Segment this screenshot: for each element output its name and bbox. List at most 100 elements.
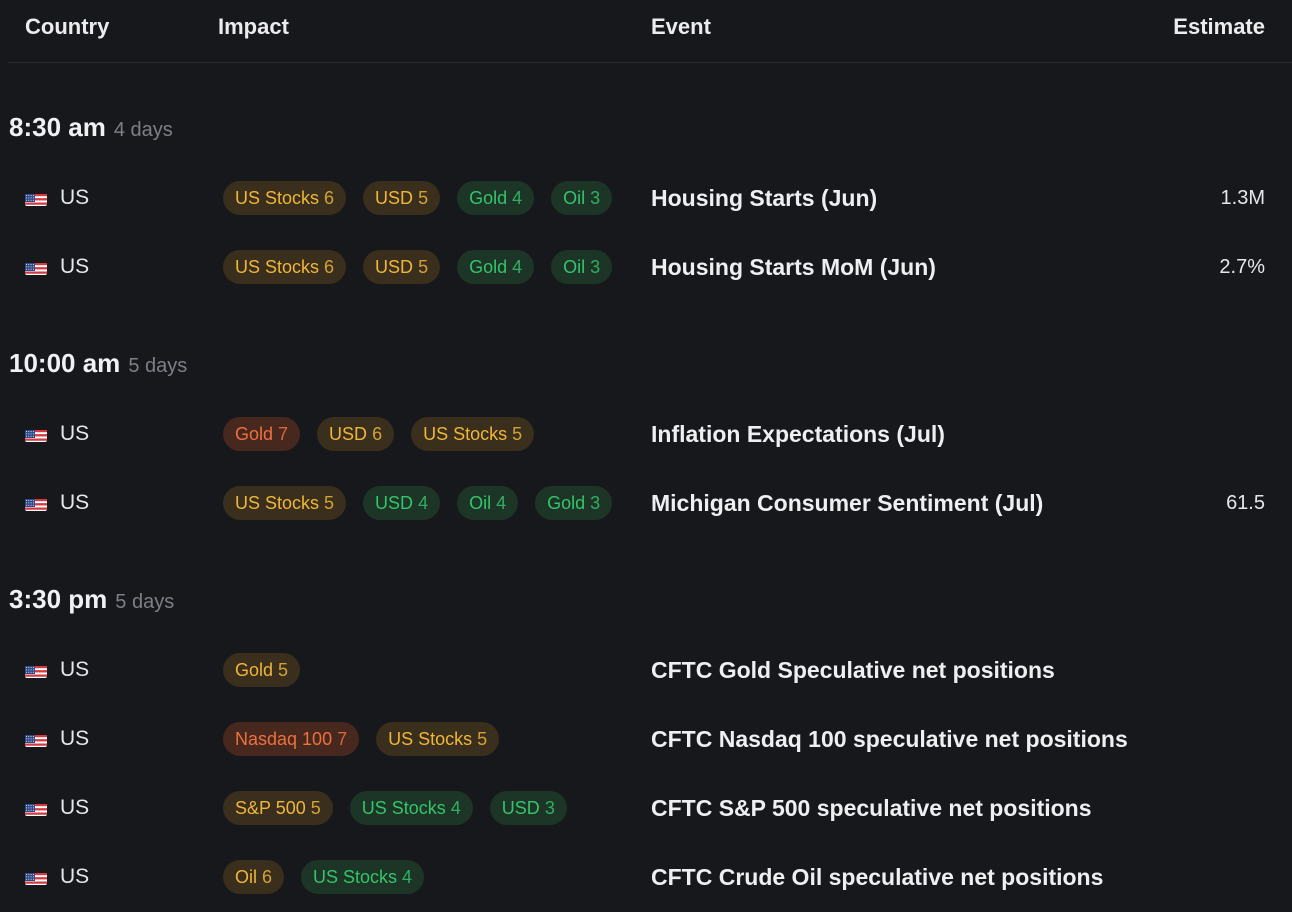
impact-asset: US Stocks	[361, 797, 446, 818]
impact-cell: US Stocks 6 USD 5 Gold 4 Oil 3	[223, 181, 613, 215]
impact-badge[interactable]: Gold 4	[457, 250, 535, 284]
event-row[interactable]: US US Stocks 6 USD 5 Gold 4 Oil 3 Housing Starts …	[0, 178, 1292, 218]
impact-badge[interactable]: Gold 5	[223, 653, 301, 687]
event-name[interactable]: Housing Starts (Jun)	[651, 185, 878, 211]
time-group-header: 10:00 am 5 days	[9, 348, 187, 379]
impact-badge[interactable]: US Stocks 6	[223, 181, 347, 215]
impact-level: 4	[512, 256, 523, 277]
us-flag-icon	[25, 191, 47, 206]
impact-badge[interactable]: Gold 4	[457, 181, 535, 215]
country-label: US	[60, 796, 90, 819]
impact-asset: Gold	[469, 256, 508, 277]
impact-level: 5	[477, 728, 488, 749]
impact-level: 4	[450, 797, 461, 818]
impact-badge[interactable]: Oil 4	[457, 486, 519, 520]
event-row[interactable]: US Gold 7 USD 6 US Stocks 5 Inflation Expectati…	[0, 414, 1292, 454]
impact-level: 3	[544, 797, 555, 818]
impact-badge[interactable]: Oil 3	[551, 250, 613, 284]
country-label: US	[60, 658, 90, 681]
impact-badge[interactable]: USD 5	[363, 181, 441, 215]
impact-asset: US Stocks	[235, 187, 320, 208]
event-name[interactable]: CFTC Gold Speculative net positions	[651, 657, 1055, 683]
event-name[interactable]: Housing Starts MoM (Jun)	[651, 254, 936, 280]
impact-level: 4	[496, 492, 507, 513]
event-row[interactable]: US Oil 6 US Stocks 4 CFTC Crude Oil speculati…	[0, 857, 1292, 897]
country-cell: US	[25, 186, 89, 210]
impact-badge[interactable]: US Stocks 4	[349, 791, 473, 825]
impact-asset: Nasdaq 100	[235, 728, 333, 749]
estimate-value: 61.5	[1226, 492, 1265, 514]
estimate-value: 1.3M	[1220, 187, 1265, 209]
impact-badge[interactable]: USD 4	[363, 486, 441, 520]
event-name[interactable]: CFTC S&P 500 speculative net positions	[651, 795, 1092, 821]
table-header: Country Impact Event Estimate	[8, 0, 1292, 63]
country-cell: US	[25, 658, 89, 682]
column-header-impact[interactable]: Impact	[218, 14, 289, 39]
group-time: 3:30 pm	[9, 584, 108, 614]
impact-asset: US Stocks	[313, 866, 398, 887]
impact-badge[interactable]: US Stocks 5	[223, 486, 347, 520]
impact-asset: US Stocks	[235, 492, 320, 513]
event-row[interactable]: US S&P 500 5 US Stocks 4 USD 3 CFTC S&P 500 spe…	[0, 788, 1292, 828]
event-row[interactable]: US Gold 5 CFTC Gold Speculative net positio…	[0, 650, 1292, 690]
impact-level: 4	[418, 492, 429, 513]
impact-cell: US Stocks 5 USD 4 Oil 4 Gold 3	[223, 486, 613, 520]
event-row[interactable]: US Nasdaq 100 7 US Stocks 5 CFTC Nasdaq 100 s…	[0, 719, 1292, 759]
country-cell: US	[25, 727, 89, 751]
impact-cell: US Stocks 6 USD 5 Gold 4 Oil 3	[223, 250, 613, 284]
impact-badge[interactable]: US Stocks 5	[376, 722, 500, 756]
column-header-estimate[interactable]: Estimate	[1173, 14, 1265, 39]
impact-badge[interactable]: US Stocks 6	[223, 250, 347, 284]
impact-cell: Oil 6 US Stocks 4	[223, 860, 425, 894]
country-cell: US	[25, 865, 89, 889]
group-time: 8:30 am	[9, 112, 106, 142]
impact-asset: US Stocks	[423, 423, 508, 444]
country-cell: US	[25, 422, 89, 446]
us-flag-icon	[25, 663, 47, 678]
country-label: US	[60, 255, 90, 278]
event-name[interactable]: Michigan Consumer Sentiment (Jul)	[651, 490, 1044, 516]
impact-level: 5	[418, 256, 429, 277]
impact-badge[interactable]: Gold 3	[535, 486, 613, 520]
impact-badge[interactable]: USD 5	[363, 250, 441, 284]
impact-level: 3	[590, 492, 601, 513]
impact-cell: Gold 7 USD 6 US Stocks 5	[223, 417, 535, 451]
impact-level: 5	[278, 659, 289, 680]
impact-badge[interactable]: S&P 500 5	[223, 791, 333, 825]
impact-badge[interactable]: USD 6	[317, 417, 395, 451]
impact-asset: USD	[329, 423, 368, 444]
group-relative-time: 5 days	[128, 355, 188, 377]
group-relative-time: 4 days	[113, 119, 173, 141]
impact-level: 5	[310, 797, 321, 818]
impact-asset: USD	[375, 492, 414, 513]
column-header-event[interactable]: Event	[651, 14, 711, 39]
impact-badge[interactable]: US Stocks 5	[411, 417, 535, 451]
column-header-country[interactable]: Country	[25, 14, 110, 39]
impact-asset: Gold	[469, 187, 508, 208]
impact-badge[interactable]: Nasdaq 100 7	[223, 722, 360, 756]
event-row[interactable]: US US Stocks 6 USD 5 Gold 4 Oil 3 Housing Starts …	[0, 247, 1292, 287]
impact-level: 7	[337, 728, 348, 749]
group-relative-time: 5 days	[115, 591, 175, 613]
impact-badge[interactable]: USD 3	[489, 791, 567, 825]
impact-asset: Gold	[235, 659, 274, 680]
event-name[interactable]: CFTC Nasdaq 100 speculative net position…	[651, 726, 1128, 752]
event-name[interactable]: Inflation Expectations (Jul)	[651, 421, 945, 447]
impact-level: 3	[590, 187, 601, 208]
country-label: US	[60, 491, 90, 514]
estimate-value: 2.7%	[1219, 256, 1265, 278]
event-row[interactable]: US US Stocks 5 USD 4 Oil 4 Gold 3 Michigan Consum…	[0, 483, 1292, 523]
impact-badge[interactable]: Oil 3	[551, 181, 613, 215]
impact-level: 5	[324, 492, 335, 513]
impact-badge[interactable]: Oil 6	[223, 860, 285, 894]
us-flag-icon	[25, 870, 47, 885]
impact-badge[interactable]: US Stocks 4	[301, 860, 425, 894]
impact-level: 4	[402, 866, 413, 887]
impact-badge[interactable]: Gold 7	[223, 417, 301, 451]
country-cell: US	[25, 255, 89, 279]
country-cell: US	[25, 796, 89, 820]
event-name[interactable]: CFTC Crude Oil speculative net positions	[651, 864, 1104, 890]
impact-level: 5	[512, 423, 523, 444]
impact-asset: US Stocks	[235, 256, 320, 277]
impact-asset: Gold	[547, 492, 586, 513]
